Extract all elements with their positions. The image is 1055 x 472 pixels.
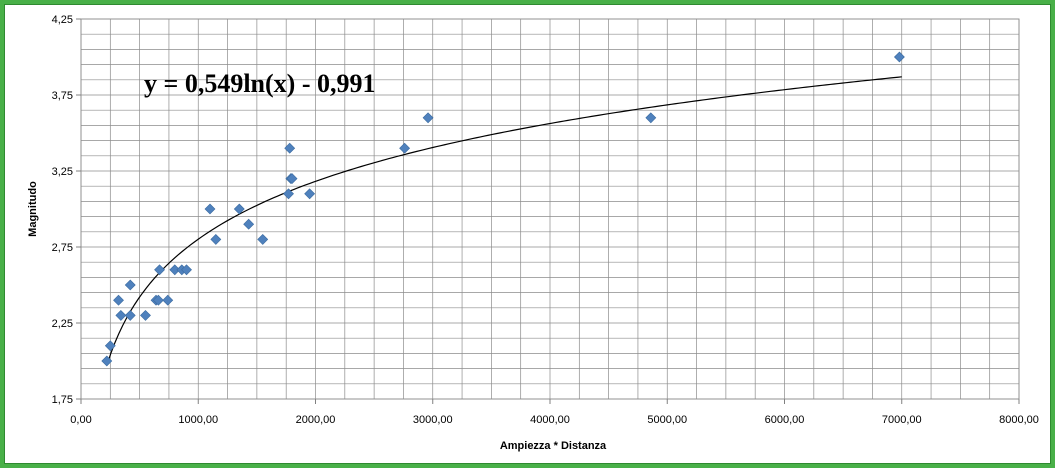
data-point xyxy=(257,233,269,245)
data-point xyxy=(304,188,316,200)
x-tick-label: 1000,00 xyxy=(178,414,218,426)
data-point xyxy=(113,294,124,306)
trendline-equation: y = 0,549ln(x) - 0,991 xyxy=(144,69,375,98)
x-axis-title: Ampiezza * Distanza xyxy=(500,440,607,452)
data-point xyxy=(152,294,164,306)
data-point xyxy=(284,142,296,154)
x-tick-label: 4000,00 xyxy=(530,414,570,426)
y-tick-label: 2,75 xyxy=(52,242,73,254)
data-point xyxy=(124,309,136,321)
x-tick-label: 0,00 xyxy=(70,414,91,426)
data-point xyxy=(210,233,222,245)
data-point xyxy=(101,355,113,367)
data-point xyxy=(140,309,151,321)
x-tick-label: 6000,00 xyxy=(765,414,805,426)
data-point xyxy=(115,309,127,321)
y-tick-label: 2,25 xyxy=(52,318,73,330)
y-tick-labels: 1,75 2,25 2,75 3,25 3,75 4,25 xyxy=(52,14,81,406)
data-point xyxy=(233,203,245,215)
y-tick-label: 3,25 xyxy=(52,166,73,178)
data-point xyxy=(893,51,905,63)
y-tick-label: 1,75 xyxy=(52,394,73,406)
data-point xyxy=(422,112,434,124)
scatter-chart: 0,00 1000,00 2000,00 3000,00 4000,00 5000,00 6… xyxy=(27,14,1039,452)
data-point xyxy=(181,264,192,276)
data-point xyxy=(104,340,116,352)
data-points xyxy=(101,51,905,367)
data-point xyxy=(154,264,165,276)
data-point xyxy=(124,279,136,291)
data-point xyxy=(645,112,657,124)
x-tick-labels: 0,00 1000,00 2000,00 3000,00 4000,00 5000,00 6… xyxy=(70,399,1039,426)
data-point xyxy=(399,142,411,154)
data-point xyxy=(243,218,255,230)
x-tick-label: 5000,00 xyxy=(647,414,687,426)
data-point xyxy=(286,173,298,185)
x-tick-label: 7000,00 xyxy=(882,414,922,426)
data-point xyxy=(283,188,294,200)
data-point xyxy=(204,203,216,215)
x-tick-label: 3000,00 xyxy=(413,414,453,426)
data-point xyxy=(162,294,174,306)
y-tick-label: 3,75 xyxy=(52,90,73,102)
x-tick-label: 8000,00 xyxy=(999,414,1039,426)
y-tick-label: 4,25 xyxy=(52,14,73,26)
y-axis-title: Magnitudo xyxy=(27,181,39,237)
x-tick-label: 2000,00 xyxy=(296,414,336,426)
